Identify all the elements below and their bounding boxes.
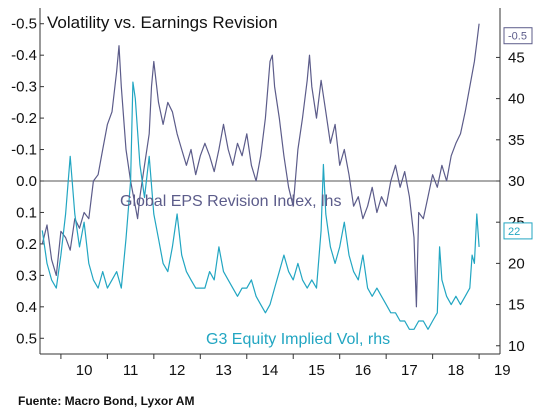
series-labels: Global EPS Revision Index, lhs G3 Equity …	[120, 27, 533, 348]
svg-text:22: 22	[508, 226, 520, 238]
axes: -0.5 -0.4 -0.3 -0.2 -0.1 0.0 0.1 0.2 0.3 0.4 0.5 10…	[11, 8, 525, 379]
right-tick-label: 15	[508, 297, 525, 314]
left-tick-label: 0.0	[16, 173, 37, 190]
chart-title: Volatility vs. Earnings Revision	[47, 13, 278, 32]
x-tick-label: 13	[215, 362, 232, 379]
left-tick-label: 0.4	[16, 299, 37, 316]
series-layer	[41, 23, 480, 330]
left-tick-label: -0.2	[11, 110, 37, 127]
end-label-implied-vol: 22	[503, 222, 533, 240]
right-tick-label: 10	[508, 338, 525, 355]
x-tick-label: 19	[494, 362, 511, 379]
x-tick-label: 12	[169, 362, 186, 379]
left-tick-label: -0.4	[11, 47, 37, 64]
end-label-eps-revision: -0.5	[503, 27, 533, 45]
x-tick-label: 18	[448, 362, 465, 379]
right-tick-label: 45	[508, 49, 525, 66]
x-tick-label: 14	[262, 362, 279, 379]
right-tick-label: 40	[508, 91, 525, 108]
chart-source: Fuente: Macro Bond, Lyxor AM	[18, 394, 194, 408]
left-tick-label: 0.5	[16, 330, 37, 347]
right-tick-label: 35	[508, 132, 525, 149]
svg-text:-0.5: -0.5	[508, 31, 527, 43]
x-tick-label: 16	[355, 362, 372, 379]
left-tick-label: -0.1	[11, 142, 37, 159]
right-tick-label: 20	[508, 255, 525, 272]
x-tick-label: 11	[123, 362, 139, 379]
eps-revision-line	[41, 23, 480, 308]
right-tick-label: 30	[508, 173, 525, 190]
x-tick-label: 15	[308, 362, 325, 379]
x-tick-label: 10	[76, 362, 93, 379]
left-tick-label: 0.3	[16, 267, 37, 284]
series-label-implied-vol: G3 Equity Implied Vol, rhs	[206, 331, 390, 348]
left-tick-label: 0.2	[16, 236, 37, 253]
series-label-eps-revision: Global EPS Revision Index, lhs	[120, 193, 341, 210]
x-tick-label: 17	[401, 362, 418, 379]
left-tick-label: 0.1	[16, 204, 37, 221]
left-tick-label: -0.3	[11, 79, 37, 96]
implied-vol-line	[41, 81, 480, 330]
left-tick-label: -0.5	[11, 16, 37, 33]
